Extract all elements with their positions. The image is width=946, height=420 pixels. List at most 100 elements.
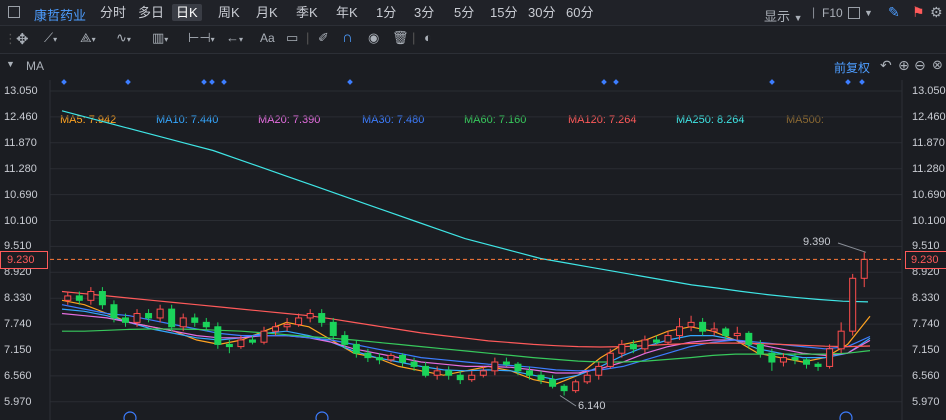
candle-body [121, 317, 129, 323]
crosshair-icon[interactable]: ✥ [16, 31, 29, 48]
candle-body [745, 332, 753, 345]
candle-body [364, 352, 372, 359]
period-tab[interactable]: 5分 [454, 5, 475, 20]
eye-icon[interactable]: ◉ [368, 30, 380, 45]
ma-line-ma120 [61, 290, 871, 348]
period-tab[interactable]: 多日 [138, 5, 165, 20]
text-tool-button[interactable]: Aa [260, 31, 275, 45]
price-tick-label: 10.100 [4, 214, 38, 227]
period-tab[interactable]: 年K [336, 5, 358, 20]
event-marker [613, 79, 619, 85]
flag-icon[interactable]: ⚑ [912, 4, 925, 20]
pen-icon[interactable]: ✎ [888, 4, 900, 20]
candle-body [145, 313, 153, 319]
divider: | [306, 30, 310, 45]
period-tab[interactable]: 3分 [414, 5, 435, 20]
period-tab[interactable]: 60分 [566, 5, 594, 20]
remove-icon[interactable]: ⊖ [914, 57, 926, 73]
stock-name[interactable]: 康哲药业 [34, 8, 87, 23]
period-tab[interactable]: 日K [172, 4, 202, 21]
high-annotation-leader [837, 242, 867, 253]
candle-body [664, 335, 672, 343]
event-e-icon [315, 411, 329, 420]
display-menu[interactable]: 显示 ▼ [764, 6, 803, 25]
comment-icon[interactable]: ▭ [286, 30, 299, 45]
candle-body [652, 339, 660, 343]
price-tick-label: 5.970 [4, 395, 32, 408]
period-tab[interactable]: 15分 [490, 5, 518, 20]
candle-body [583, 374, 591, 383]
price-tick-label: 10.690 [4, 188, 38, 201]
trash-icon[interactable]: 🗑 [392, 30, 409, 45]
checkbox-icon[interactable] [848, 7, 860, 19]
candle-body [318, 313, 326, 323]
candle-body [676, 326, 684, 337]
line-tool-icon[interactable]: ⟋▾ [44, 30, 58, 45]
event-marker [221, 79, 227, 85]
candle-body [618, 343, 626, 354]
adjust-button[interactable]: 前复权 [834, 61, 871, 75]
collapse-icon[interactable]: ▼ [6, 59, 15, 69]
ma-line-ma250 [61, 110, 869, 303]
add-icon[interactable]: ⊕ [898, 57, 910, 73]
close-icon[interactable]: ⊗ [932, 57, 943, 72]
candle-body [248, 339, 256, 343]
event-e-icon [123, 411, 137, 420]
candle-body [433, 370, 441, 376]
event-marker [769, 79, 775, 85]
candle-body [156, 308, 164, 319]
low-annotation: 6.140 [578, 400, 606, 412]
period-tab[interactable]: 月K [256, 5, 278, 20]
price-tick-label: 12.460 [4, 110, 38, 123]
candle-body [283, 324, 291, 328]
f10-button[interactable]: F10 [822, 6, 843, 20]
candle-body [237, 339, 245, 348]
price-tick-label: 12.460 [912, 110, 946, 123]
price-tick-label: 9.510 [912, 240, 940, 253]
fibonacci-tool-icon[interactable]: ▥▾ [152, 30, 169, 45]
chevron-down-icon[interactable]: ▼ [864, 8, 873, 18]
drag-handle-icon[interactable]: ⋮ [4, 31, 17, 46]
event-marker [61, 79, 67, 85]
candle-body [525, 370, 533, 376]
candle-body [687, 321, 695, 328]
candle-body [375, 357, 383, 361]
candle-body [306, 313, 314, 319]
period-tab[interactable]: 1分 [376, 5, 397, 20]
candle-body [606, 352, 614, 367]
settings-icon[interactable]: ⚙ [930, 4, 943, 20]
undo-icon[interactable]: ↶ [880, 57, 892, 73]
candle-body [341, 335, 349, 345]
price-tick-label: 7.740 [4, 318, 32, 331]
candle-body [329, 321, 337, 337]
period-tab[interactable]: 30分 [528, 5, 556, 20]
indicator-label[interactable]: MA [26, 59, 44, 73]
price-tick-label: 8.920 [4, 266, 32, 279]
measure-tool-icon[interactable]: ⊢⊣▾ [188, 30, 215, 45]
panel-toggle-icon[interactable] [8, 6, 20, 18]
toggle-icon[interactable]: ◐ [424, 30, 432, 45]
candle-body [803, 359, 811, 365]
candle-body [110, 304, 118, 319]
candle-body [387, 354, 395, 361]
event-marker [209, 79, 215, 85]
candle-body [641, 339, 649, 350]
eraser-icon[interactable]: ✐ [318, 30, 329, 45]
candle-body [779, 357, 787, 363]
price-tick-label: 7.150 [4, 344, 32, 356]
price-tick-label: 13.050 [912, 85, 946, 97]
period-tab[interactable]: 季K [296, 5, 318, 20]
price-tick-label: 11.870 [4, 136, 37, 149]
wave-tool-icon[interactable]: ∿▾ [116, 30, 131, 45]
channel-tool-icon[interactable]: ⟁▾ [80, 30, 96, 45]
magnet-icon[interactable]: ∩ [342, 29, 353, 46]
period-tab[interactable]: 分时 [100, 5, 127, 20]
price-tick-label: 6.560 [4, 369, 32, 382]
candle-body [549, 379, 557, 387]
candle-body [133, 313, 141, 323]
candle-body [295, 317, 303, 326]
arrow-tool-icon[interactable]: ←▾ [226, 30, 244, 45]
period-tab[interactable]: 周K [218, 5, 240, 20]
candle-body [514, 363, 522, 372]
